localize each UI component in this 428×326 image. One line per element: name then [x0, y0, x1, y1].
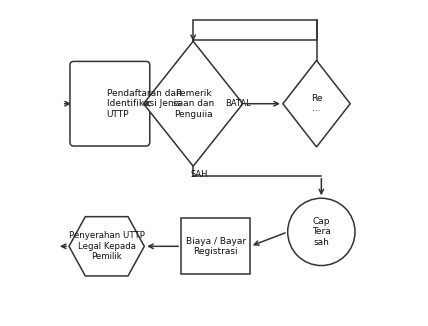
Polygon shape	[69, 217, 144, 276]
Text: Penyerahan UTTP
Legal Kepada
Pemilik: Penyerahan UTTP Legal Kepada Pemilik	[69, 231, 145, 261]
Text: SAH: SAH	[191, 170, 208, 179]
Text: Biaya / Bayar
Registrasi: Biaya / Bayar Registrasi	[186, 237, 246, 256]
FancyBboxPatch shape	[70, 61, 150, 146]
Text: Pendaftaran dan
Identifikasi Jenis
UTTP: Pendaftaran dan Identifikasi Jenis UTTP	[107, 89, 181, 119]
Text: Pemerik
saan dan
Penguiia: Pemerik saan dan Penguiia	[172, 89, 214, 119]
Bar	[181, 218, 250, 274]
Text: BATAL: BATAL	[225, 99, 251, 108]
Text: Cap
Tera
sah: Cap Tera sah	[312, 217, 331, 247]
Polygon shape	[283, 60, 350, 147]
Text: Re
...: Re ...	[311, 94, 322, 113]
Circle shape	[288, 198, 355, 266]
Bar	[193, 20, 317, 40]
Polygon shape	[143, 41, 243, 166]
